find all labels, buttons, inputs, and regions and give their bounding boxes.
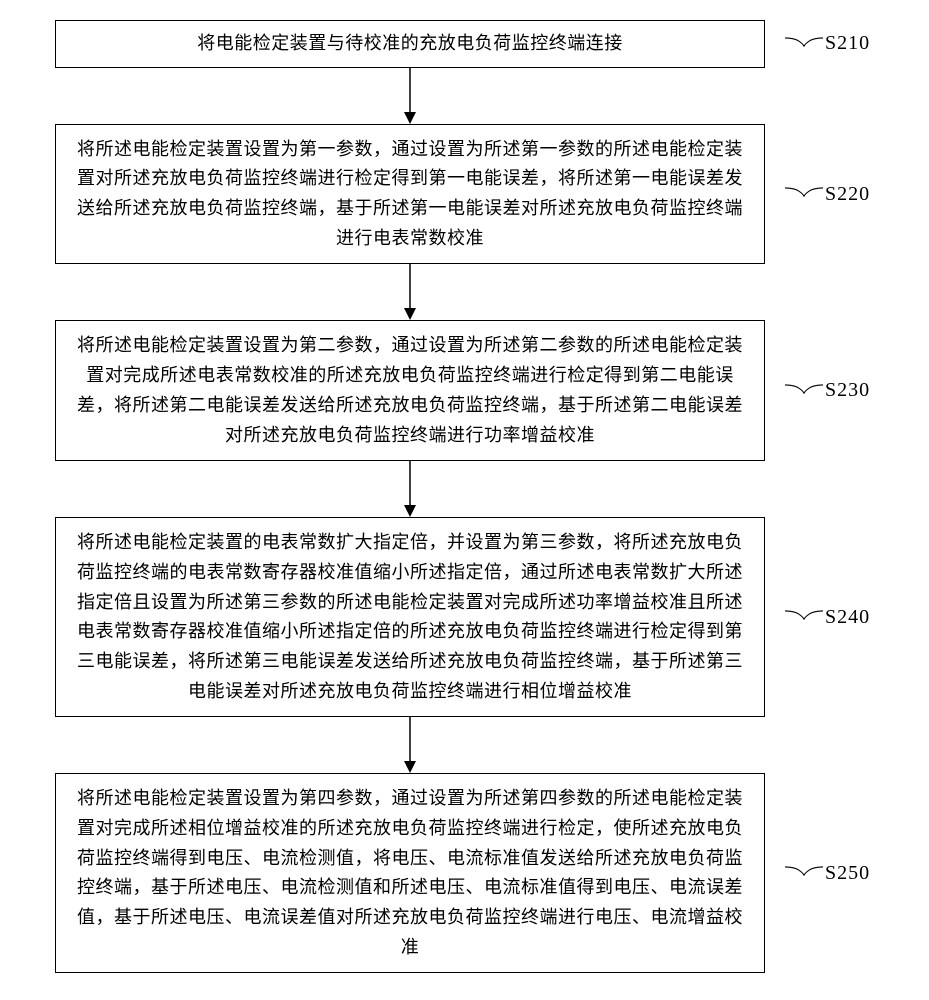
step-text: 将电能检定装置与待校准的充放电负荷监控终端连接 xyxy=(197,33,623,53)
brace-icon xyxy=(785,181,823,207)
step-box-s210: 将电能检定装置与待校准的充放电负荷监控终端连接 xyxy=(55,20,765,68)
step-label-s210: S210 xyxy=(825,32,870,55)
step-label-text: S220 xyxy=(825,183,870,205)
flow-step: 将所述电能检定装置设置为第一参数，通过设置为所述第一参数的所述电能检定装置对所述… xyxy=(0,124,929,265)
step-text: 将所述电能检定装置的电表常数扩大指定倍，并设置为第三参数，将所述充放电负荷监控终… xyxy=(77,532,743,700)
step-text: 将所述电能检定装置设置为第四参数，通过设置为所述第四参数的所述电能检定装置对完成… xyxy=(77,788,743,956)
flow-step: 将所述电能检定装置的电表常数扩大指定倍，并设置为第三参数，将所述充放电负荷监控终… xyxy=(0,517,929,717)
step-label-s230: S230 xyxy=(825,379,870,402)
brace-icon xyxy=(785,378,823,404)
step-box-s230: 将所述电能检定装置设置为第二参数，通过设置为所述第二参数的所述电能检定装置对完成… xyxy=(55,320,765,461)
step-label-text: S250 xyxy=(825,862,870,884)
step-box-s240: 将所述电能检定装置的电表常数扩大指定倍，并设置为第三参数，将所述充放电负荷监控终… xyxy=(55,517,765,717)
arrow-wrap xyxy=(0,717,929,773)
brace-icon xyxy=(785,31,823,57)
flowchart-container: 将电能检定装置与待校准的充放电负荷监控终端连接 S210 将所述电能检定装置设置… xyxy=(0,0,929,1000)
arrow-down-icon xyxy=(400,264,420,320)
brace-icon xyxy=(785,860,823,886)
step-label-text: S240 xyxy=(825,606,870,628)
arrow-wrap xyxy=(0,264,929,320)
flow-step: 将所述电能检定装置设置为第二参数，通过设置为所述第二参数的所述电能检定装置对完成… xyxy=(0,320,929,461)
step-label-s240: S240 xyxy=(825,606,870,629)
step-box-s220: 将所述电能检定装置设置为第一参数，通过设置为所述第一参数的所述电能检定装置对所述… xyxy=(55,124,765,265)
step-label-text: S210 xyxy=(825,32,870,54)
flow-step: 将电能检定装置与待校准的充放电负荷监控终端连接 S210 xyxy=(0,20,929,68)
step-label-s220: S220 xyxy=(825,183,870,206)
arrow-down-icon xyxy=(400,717,420,773)
flow-step: 将所述电能检定装置设置为第四参数，通过设置为所述第四参数的所述电能检定装置对完成… xyxy=(0,773,929,973)
arrow-down-icon xyxy=(400,461,420,517)
arrow-wrap xyxy=(0,461,929,517)
step-text: 将所述电能检定装置设置为第二参数，通过设置为所述第二参数的所述电能检定装置对完成… xyxy=(77,335,743,444)
brace-icon xyxy=(785,604,823,630)
arrow-wrap xyxy=(0,68,929,124)
step-box-s250: 将所述电能检定装置设置为第四参数，通过设置为所述第四参数的所述电能检定装置对完成… xyxy=(55,773,765,973)
step-label-s250: S250 xyxy=(825,862,870,885)
step-text: 将所述电能检定装置设置为第一参数，通过设置为所述第一参数的所述电能检定装置对所述… xyxy=(77,139,743,248)
arrow-down-icon xyxy=(400,68,420,124)
step-label-text: S230 xyxy=(825,379,870,401)
